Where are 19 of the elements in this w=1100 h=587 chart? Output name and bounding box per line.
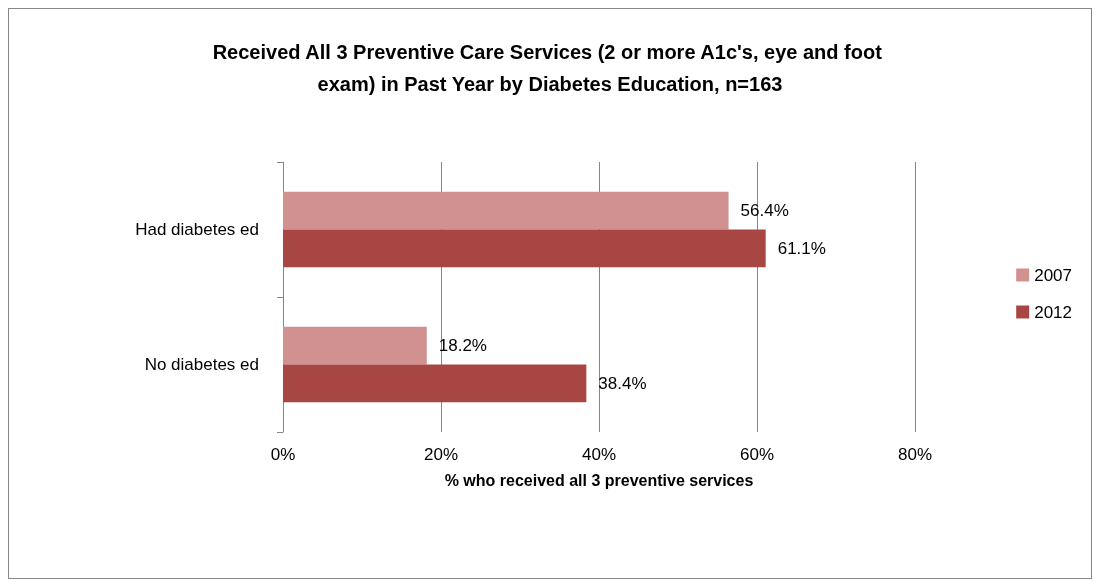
chart-title: Received All 3 Preventive Care Services (2 or more A1c's, eye and foot exam) in Past Year by Diabetes Education, n=163 bbox=[212, 41, 888, 95]
data-label: 61.1% bbox=[777, 238, 826, 258]
legend-label: 2007 bbox=[1034, 265, 1073, 285]
data-label: 38.4% bbox=[598, 373, 647, 393]
y-tick-label: No diabetes ed bbox=[144, 355, 259, 374]
x-tick-label: 0% bbox=[270, 445, 296, 464]
bar bbox=[283, 191, 729, 230]
x-tick-label: 60% bbox=[739, 445, 775, 464]
x-tick-label: 40% bbox=[581, 445, 617, 464]
bar bbox=[283, 364, 587, 403]
x-tick-label: 80% bbox=[897, 445, 933, 464]
data-label: 56.4% bbox=[740, 201, 789, 221]
x-tick-label: 20% bbox=[423, 445, 459, 464]
bar bbox=[283, 326, 427, 365]
y-tick-label: Had diabetes ed bbox=[135, 220, 259, 239]
data-label: 18.2% bbox=[438, 336, 487, 356]
legend-label: 2012 bbox=[1034, 302, 1073, 322]
x-axis-title: % who received all 3 preventive services bbox=[444, 471, 754, 489]
bar bbox=[283, 229, 766, 268]
